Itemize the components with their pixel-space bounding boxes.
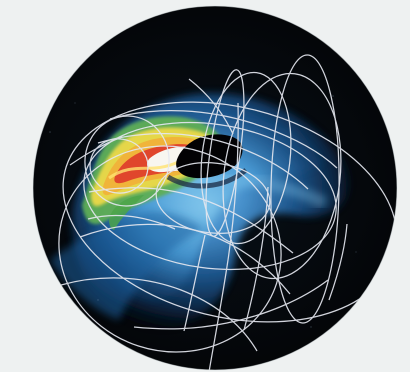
field-line-icon xyxy=(58,54,397,370)
space-noise xyxy=(49,95,357,328)
disk-edge xyxy=(32,5,398,371)
